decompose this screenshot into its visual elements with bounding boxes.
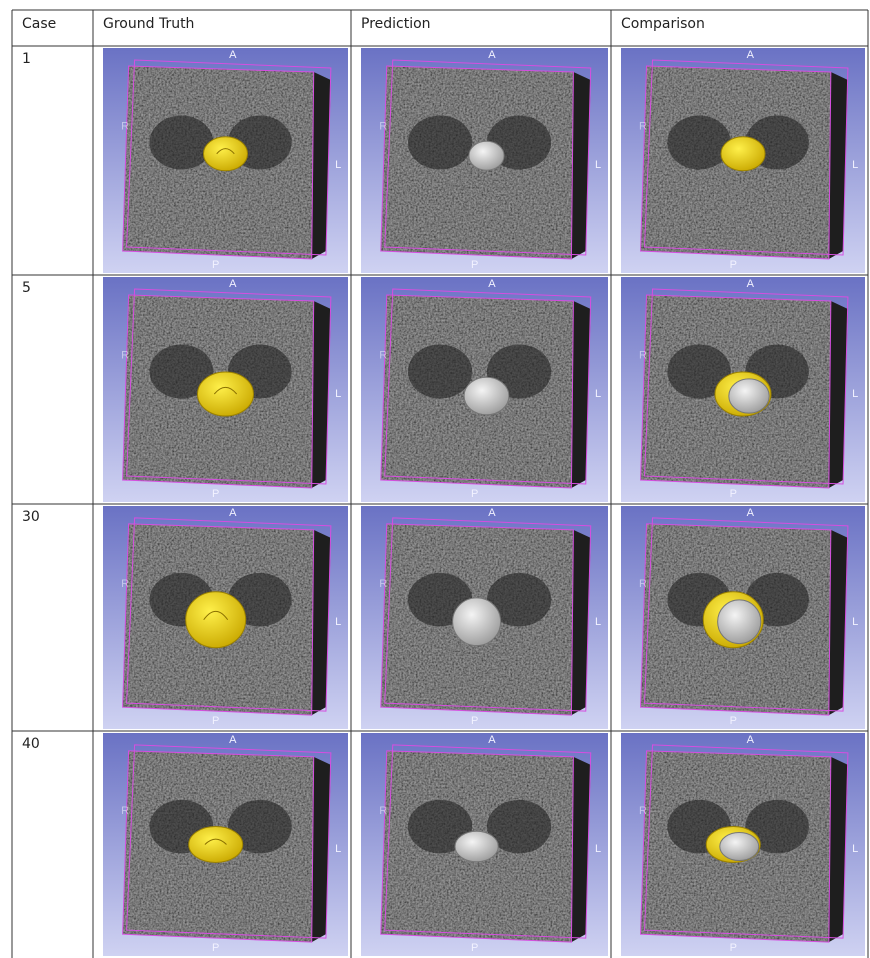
tissue-shadow — [150, 116, 214, 170]
render-view: A P L R — [621, 733, 865, 956]
orientation-label: A — [488, 507, 496, 519]
render-view: A P L R — [361, 733, 608, 956]
tissue-shadow — [408, 345, 472, 399]
case-number: 1 — [22, 51, 31, 67]
orientation-label: L — [852, 616, 858, 628]
orientation-label: R — [639, 578, 647, 590]
orientation-label: L — [595, 616, 601, 628]
orientation-label: L — [595, 159, 601, 171]
orientation-label: A — [488, 278, 496, 290]
orientation-label: P — [212, 942, 219, 954]
predicted-segmentation — [464, 377, 509, 414]
render-view: A P L R — [361, 48, 608, 273]
render-view: A P L R — [621, 48, 865, 273]
orientation-label: R — [639, 805, 647, 817]
column-header: Ground Truth — [103, 16, 194, 32]
orientation-label: P — [730, 715, 737, 727]
tissue-shadow — [408, 116, 472, 170]
orientation-label: L — [595, 843, 601, 855]
render-view: A P L R — [621, 277, 865, 502]
case-number: 5 — [22, 280, 31, 296]
orientation-label: R — [379, 578, 387, 590]
orientation-label: R — [379, 121, 387, 133]
render-view: A P L R — [103, 506, 348, 729]
orientation-label: L — [335, 843, 341, 855]
predicted-segmentation — [469, 141, 504, 170]
orientation-label: A — [229, 49, 237, 61]
orientation-label: R — [379, 350, 387, 362]
orientation-label: L — [335, 388, 341, 400]
render-view: A P L R — [621, 506, 865, 729]
case-number: 40 — [22, 736, 40, 752]
predicted-segmentation — [718, 600, 761, 644]
orientation-label: P — [471, 488, 478, 500]
column-header: Case — [22, 16, 56, 32]
orientation-label: R — [121, 350, 129, 362]
orientation-label: R — [639, 350, 647, 362]
orientation-label: A — [229, 734, 237, 746]
orientation-label: P — [471, 942, 478, 954]
render-view: A P L R — [103, 48, 348, 273]
orientation-label: R — [639, 121, 647, 133]
orientation-label: L — [852, 159, 858, 171]
render-view: A P L R — [103, 733, 348, 956]
orientation-label: L — [852, 843, 858, 855]
ground-truth-segmentation — [204, 137, 248, 171]
orientation-label: L — [335, 616, 341, 628]
orientation-label: L — [852, 388, 858, 400]
column-header: Prediction — [361, 16, 431, 32]
tissue-shadow — [667, 116, 730, 170]
orientation-label: R — [121, 121, 129, 133]
render-view: A P L R — [361, 506, 608, 729]
render-view: A P L R — [103, 277, 348, 502]
render-view: A P L R — [361, 277, 608, 502]
orientation-label: R — [121, 805, 129, 817]
predicted-segmentation — [453, 598, 501, 646]
orientation-label: A — [747, 507, 755, 519]
ground-truth-segmentation — [189, 827, 243, 863]
orientation-label: P — [471, 715, 478, 727]
case-number: 30 — [22, 509, 40, 525]
column-header: Comparison — [621, 16, 705, 32]
orientation-label: P — [212, 715, 219, 727]
orientation-label: A — [229, 507, 237, 519]
orientation-label: P — [212, 488, 219, 500]
predicted-segmentation — [729, 379, 769, 413]
orientation-label: P — [730, 942, 737, 954]
predicted-segmentation — [720, 832, 759, 860]
predicted-segmentation — [455, 831, 498, 862]
orientation-label: A — [229, 278, 237, 290]
orientation-label: R — [379, 805, 387, 817]
orientation-label: A — [747, 278, 755, 290]
orientation-label: R — [121, 578, 129, 590]
orientation-label: P — [730, 259, 737, 271]
page: CaseGround TruthPredictionComparison1APL… — [0, 0, 870, 958]
orientation-label: P — [471, 259, 478, 271]
orientation-label: L — [595, 388, 601, 400]
orientation-label: A — [488, 734, 496, 746]
results-table: CaseGround TruthPredictionComparison1APL… — [0, 0, 870, 958]
orientation-label: A — [747, 734, 755, 746]
ground-truth-segmentation — [186, 592, 246, 648]
orientation-label: A — [747, 49, 755, 61]
ground-truth-segmentation — [198, 372, 254, 416]
orientation-label: A — [488, 49, 496, 61]
orientation-label: P — [212, 259, 219, 271]
orientation-label: L — [335, 159, 341, 171]
orientation-label: P — [730, 488, 737, 500]
